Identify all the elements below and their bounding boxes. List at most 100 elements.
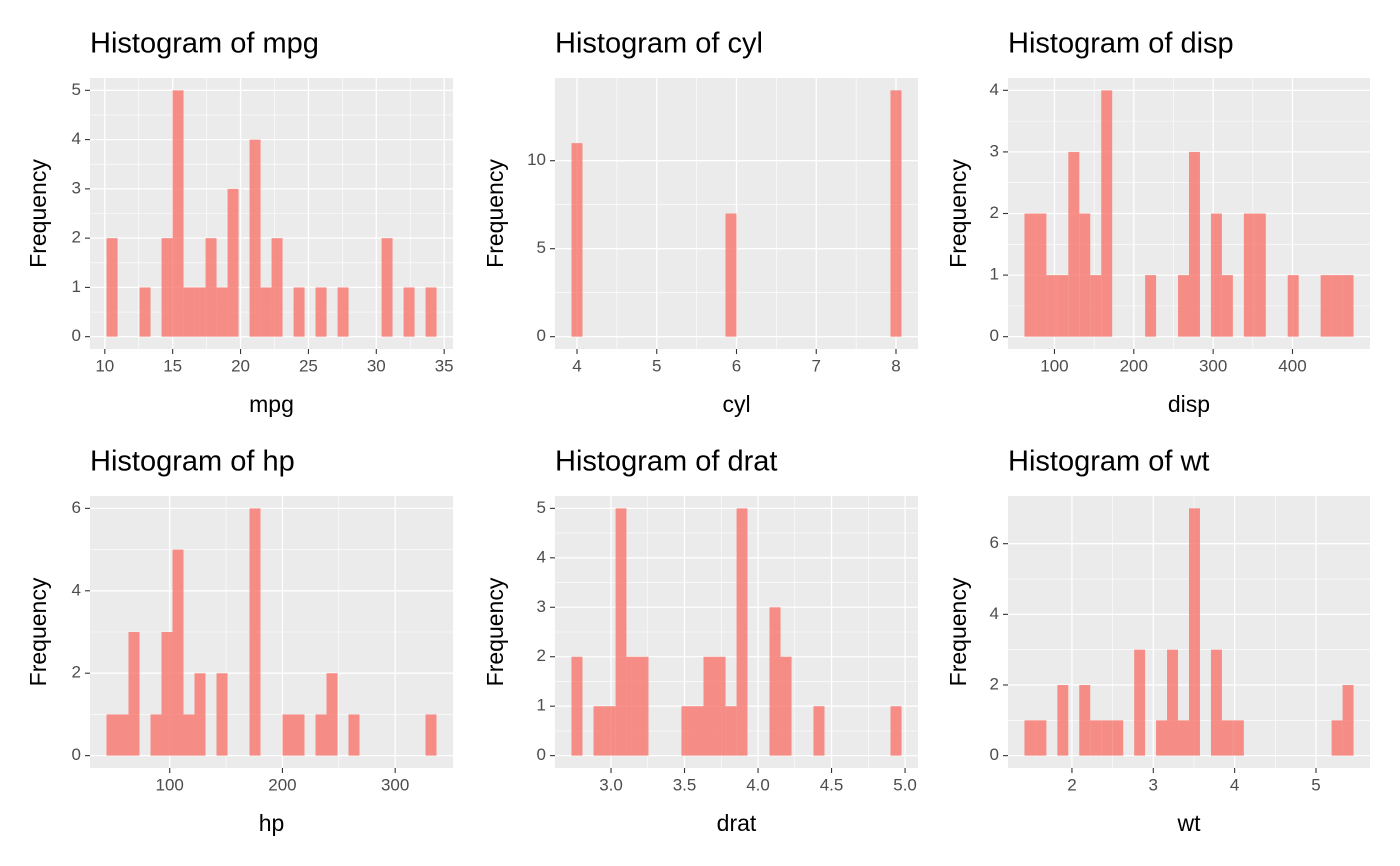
bar — [425, 287, 437, 337]
y-tick-label: 5 — [537, 238, 546, 257]
bar — [1156, 720, 1168, 756]
x-tick-label: 400 — [1278, 356, 1306, 375]
y-tick-label: 3 — [537, 597, 546, 616]
bar — [337, 287, 349, 337]
y-tick-label: 4 — [990, 80, 999, 99]
bar — [725, 706, 737, 756]
bar — [1145, 275, 1157, 337]
bar — [117, 714, 129, 756]
bar — [1243, 213, 1255, 337]
bar — [637, 656, 649, 756]
bar — [1210, 649, 1222, 756]
bar — [1057, 275, 1069, 337]
bar — [736, 508, 748, 756]
bar — [425, 714, 437, 756]
y-tick-label: 2 — [990, 203, 999, 222]
bar — [1221, 275, 1233, 337]
bar — [315, 287, 327, 337]
chart-title: Histogram of disp — [1008, 28, 1234, 60]
bar — [1101, 90, 1113, 337]
bar — [604, 706, 616, 756]
x-tick-label: 4 — [1230, 775, 1239, 794]
bar — [1254, 213, 1266, 337]
bar — [194, 673, 206, 756]
y-tick-label: 5 — [72, 80, 81, 99]
panel: Histogram of wt wt Frequency 2 3 4 5 0 2 4 6 — [945, 446, 1370, 836]
y-tick-label: 2 — [72, 228, 81, 247]
bar — [1320, 275, 1332, 337]
x-tick-label: 3.5 — [673, 775, 697, 794]
bar — [615, 508, 627, 756]
bar — [293, 714, 305, 756]
bar — [1331, 275, 1343, 337]
x-tick-label: 5.0 — [893, 775, 917, 794]
bar — [128, 632, 140, 756]
y-tick-label: 6 — [990, 533, 999, 552]
bar — [271, 238, 283, 337]
panel: Histogram of disp disp Frequency 100 200 300 4… — [945, 28, 1370, 417]
bar — [769, 607, 781, 756]
bar — [725, 213, 737, 337]
panel: Histogram of hp hp Frequency 100 200 300 0 2 4 6 — [25, 446, 453, 836]
bar — [1057, 684, 1069, 756]
x-axis-title: mpg — [249, 391, 294, 417]
x-tick-label: 25 — [299, 356, 318, 375]
x-axis-title: cyl — [722, 391, 750, 417]
y-tick-label: 0 — [72, 745, 81, 764]
bar — [1101, 720, 1113, 756]
chart-title: Histogram of wt — [1008, 446, 1209, 478]
x-tick-label: 35 — [435, 356, 454, 375]
bar — [183, 287, 195, 337]
bar — [1079, 213, 1091, 337]
bar — [249, 508, 261, 756]
bar — [890, 706, 902, 756]
bar — [571, 143, 583, 337]
x-tick-label: 20 — [231, 356, 250, 375]
y-tick-label: 4 — [72, 580, 81, 599]
bar — [1046, 275, 1058, 337]
y-tick-label: 2 — [537, 646, 546, 665]
bar — [1342, 684, 1354, 756]
bar — [139, 287, 151, 337]
bar — [1189, 508, 1200, 756]
x-axis-title: disp — [1168, 391, 1210, 417]
x-tick-label: 4.5 — [820, 775, 844, 794]
bar — [681, 706, 693, 756]
bar — [1035, 720, 1047, 756]
x-tick-label: 100 — [1040, 356, 1068, 375]
y-axis-title: Frequency — [945, 577, 971, 686]
bar — [571, 656, 583, 756]
y-tick-label: 3 — [990, 141, 999, 160]
x-tick-label: 300 — [381, 775, 409, 794]
bar — [1342, 275, 1354, 337]
bar — [403, 287, 415, 337]
bar — [161, 238, 173, 337]
x-tick-label: 10 — [95, 356, 114, 375]
bar — [194, 287, 206, 337]
bar — [1287, 275, 1299, 337]
chart-title: Histogram of cyl — [555, 28, 763, 60]
panel: Histogram of drat drat Frequency 3.0 3.5 4.0 4… — [482, 446, 918, 836]
x-tick-label: 8 — [891, 356, 900, 375]
bar — [106, 714, 118, 756]
x-tick-label: 100 — [156, 775, 184, 794]
bar — [593, 706, 605, 756]
bar — [260, 287, 272, 337]
x-tick-label: 200 — [268, 775, 296, 794]
y-tick-label: 2 — [72, 663, 81, 682]
panel: Histogram of cyl cyl Frequency 4 5 6 7 8 0 5 10 — [482, 28, 918, 417]
bar — [183, 714, 195, 756]
bar — [227, 188, 239, 337]
y-tick-label: 0 — [537, 326, 546, 345]
bar — [1134, 649, 1146, 756]
bar — [626, 656, 638, 756]
bar — [1221, 720, 1233, 756]
y-tick-label: 6 — [72, 498, 81, 517]
x-tick-label: 300 — [1199, 356, 1227, 375]
bar — [1178, 275, 1189, 337]
x-tick-label: 7 — [812, 356, 821, 375]
bar — [161, 632, 173, 756]
x-tick-label: 2 — [1067, 775, 1076, 794]
x-axis-title: drat — [717, 810, 757, 836]
